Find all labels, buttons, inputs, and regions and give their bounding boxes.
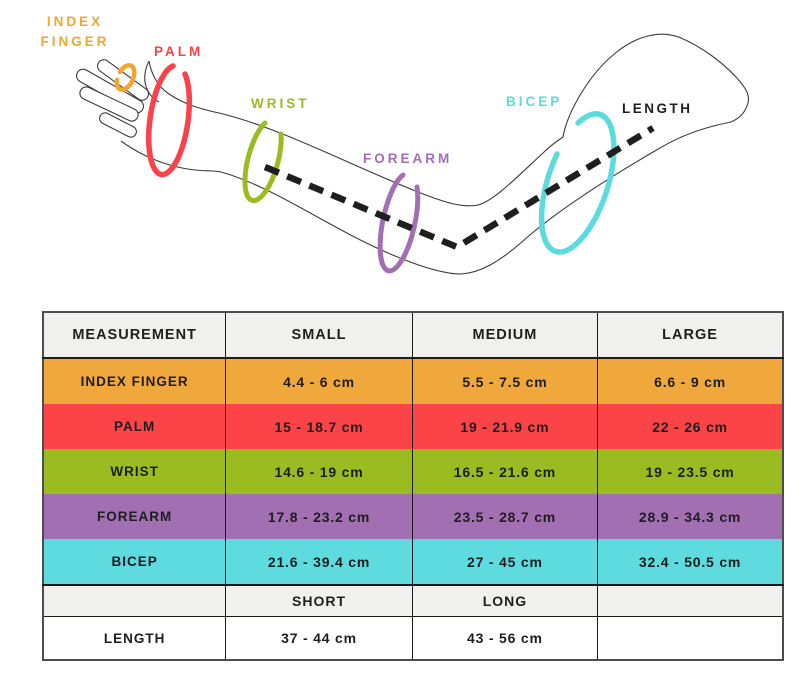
length-header-empty [43,584,226,617]
bicep-label: BICEP [506,94,563,109]
measurement-label-cell: BICEP [43,539,226,585]
header-long: LONG [411,584,598,617]
length-dashed-line [263,125,655,251]
forearm-ring [377,172,421,274]
measurement-label-cell: INDEX FINGER [43,358,226,404]
value-cell: 32.4 - 50.5 cm [597,539,783,585]
table-row-bicep: BICEP 21.6 - 39.4 cm 27 - 45 cm 32.4 - 5… [43,539,783,585]
value-cell: 19 - 23.5 cm [597,449,783,494]
length-label: LENGTH [622,101,693,116]
value-cell [597,616,783,660]
index-finger-label-line2: FINGER [40,34,110,49]
value-cell: 16.5 - 21.6 cm [411,449,598,494]
header-measurement: MEASUREMENT [43,312,226,359]
measurement-label-cell: PALM [43,404,226,449]
header-small: SMALL [225,312,413,359]
value-cell: 5.5 - 7.5 cm [411,358,598,404]
header-large: LARGE [597,312,783,359]
palm-label: PALM [154,44,204,59]
value-cell: 4.4 - 6 cm [225,358,413,404]
palm-ring [145,63,193,178]
arm-measurement-diagram: INDEX FINGER PALM WRIST FOREARM BICEP LE… [0,0,800,300]
value-cell: 23.5 - 28.7 cm [411,494,598,539]
index-finger-ring [114,63,137,92]
table-row-index-finger: INDEX FINGER 4.4 - 6 cm 5.5 - 7.5 cm 6.6… [43,358,783,404]
arm-illustration [75,33,750,275]
value-cell: 28.9 - 34.3 cm [597,494,783,539]
index-finger-label-line1: INDEX [46,14,104,29]
value-cell: 21.6 - 39.4 cm [225,539,413,585]
length-header-row: SHORT LONG [43,584,783,617]
value-cell: 19 - 21.9 cm [411,404,598,449]
value-cell: 14.6 - 19 cm [225,449,413,494]
header-short: SHORT [225,584,413,617]
size-chart-table: MEASUREMENT SMALL MEDIUM LARGE INDEX FIN… [42,311,784,661]
value-cell: 17.8 - 23.2 cm [225,494,413,539]
value-cell: 6.6 - 9 cm [597,358,783,404]
arm-outline [75,33,750,275]
table-row-palm: PALM 15 - 18.7 cm 19 - 21.9 cm 22 - 26 c… [43,404,783,449]
header-medium: MEDIUM [411,312,598,359]
ring-finger-outline [79,86,139,122]
value-cell: 43 - 56 cm [411,616,598,660]
length-header-empty [597,584,783,617]
wrist-label: WRIST [251,96,310,111]
forearm-label: FOREARM [363,151,453,166]
wrist-ring [242,120,284,204]
value-cell: 22 - 26 cm [597,404,783,449]
pinky-finger-outline [99,112,137,138]
value-cell: 27 - 45 cm [411,539,598,585]
measurement-label-cell: WRIST [43,449,226,494]
table-row-forearm: FOREARM 17.8 - 23.2 cm 23.5 - 28.7 cm 28… [43,494,783,539]
table-row-length: LENGTH 37 - 44 cm 43 - 56 cm [43,616,783,660]
value-cell: 37 - 44 cm [225,616,413,660]
bicep-ring [538,111,617,255]
table-row-wrist: WRIST 14.6 - 19 cm 16.5 - 21.6 cm 19 - 2… [43,449,783,494]
index-finger-label: INDEX FINGER [30,12,120,52]
measurement-label-cell: FOREARM [43,494,226,539]
measurement-label-cell: LENGTH [103,630,166,646]
value-cell: 15 - 18.7 cm [225,404,413,449]
table-header-row: MEASUREMENT SMALL MEDIUM LARGE [43,312,783,359]
